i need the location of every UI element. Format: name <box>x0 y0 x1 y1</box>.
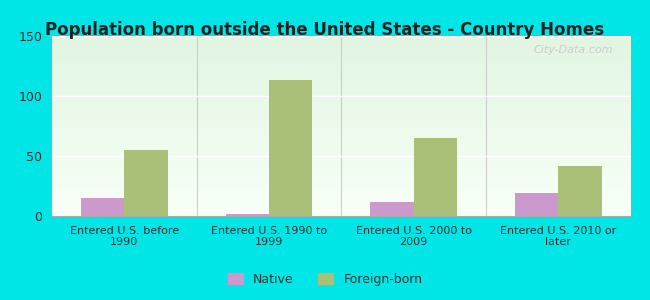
Bar <box>52 60 630 63</box>
Bar <box>52 120 630 123</box>
Bar <box>52 162 630 165</box>
Bar <box>52 129 630 132</box>
Bar <box>52 156 630 159</box>
Bar <box>52 138 630 141</box>
Bar <box>52 81 630 84</box>
Bar <box>52 135 630 138</box>
Bar <box>52 207 630 210</box>
Bar <box>52 180 630 183</box>
Bar <box>515 193 558 216</box>
Bar <box>52 111 630 114</box>
Bar <box>81 198 124 216</box>
Bar <box>52 105 630 108</box>
Bar <box>52 177 630 180</box>
Bar <box>52 174 630 177</box>
Bar <box>52 192 630 195</box>
Bar <box>52 198 630 201</box>
Bar <box>52 63 630 66</box>
Bar <box>52 195 630 198</box>
Bar <box>52 204 630 207</box>
Legend: Native, Foreign-born: Native, Foreign-born <box>223 268 427 291</box>
Bar <box>52 66 630 69</box>
Bar <box>52 78 630 81</box>
Bar <box>52 39 630 42</box>
Bar <box>52 108 630 111</box>
Bar <box>52 141 630 144</box>
Bar <box>124 150 168 216</box>
Bar <box>52 147 630 150</box>
Bar <box>52 54 630 57</box>
Bar <box>52 90 630 93</box>
Bar <box>52 117 630 120</box>
Bar <box>558 166 601 216</box>
Bar <box>52 96 630 99</box>
Bar <box>370 202 413 216</box>
Bar <box>52 159 630 162</box>
Bar <box>52 144 630 147</box>
Bar <box>52 153 630 156</box>
Bar <box>52 84 630 87</box>
Bar <box>52 123 630 126</box>
Bar <box>52 213 630 216</box>
Bar <box>226 214 269 216</box>
Bar <box>52 171 630 174</box>
Bar <box>52 114 630 117</box>
Bar <box>52 165 630 168</box>
Bar <box>52 36 630 39</box>
Bar <box>52 183 630 186</box>
Bar <box>52 51 630 54</box>
Text: City-Data.com: City-Data.com <box>534 45 613 55</box>
Bar <box>413 138 457 216</box>
Bar <box>52 69 630 72</box>
Bar <box>52 150 630 153</box>
Bar <box>52 42 630 45</box>
Bar <box>52 99 630 102</box>
Bar <box>52 189 630 192</box>
Bar <box>52 168 630 171</box>
Bar <box>52 132 630 135</box>
Bar <box>52 57 630 60</box>
Text: Population born outside the United States - Country Homes: Population born outside the United State… <box>46 21 605 39</box>
Bar <box>52 210 630 213</box>
Bar <box>52 72 630 75</box>
Bar <box>52 126 630 129</box>
Bar <box>52 93 630 96</box>
Bar <box>52 201 630 204</box>
Bar <box>52 87 630 90</box>
Bar <box>52 75 630 78</box>
Bar <box>52 48 630 51</box>
Bar <box>52 186 630 189</box>
Bar <box>269 80 312 216</box>
Bar <box>52 45 630 48</box>
Bar <box>52 102 630 105</box>
